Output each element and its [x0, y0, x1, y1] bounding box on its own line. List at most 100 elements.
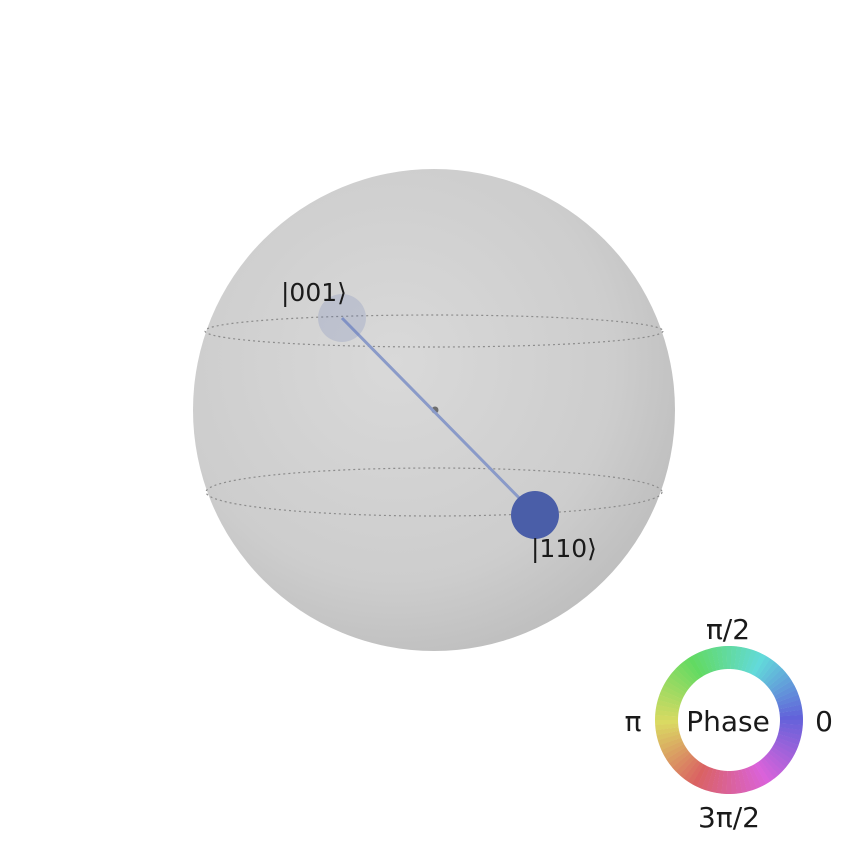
- phase-wheel-segment: [666, 747, 688, 764]
- phase-wheel-segment: [663, 680, 686, 697]
- phase-wheel-segment: [657, 694, 682, 707]
- phase-wheel-segment: [778, 704, 803, 713]
- phase-wheel-segment: [751, 653, 766, 676]
- phase-wheel-segment: [770, 676, 792, 693]
- phase-wheel-segment: [737, 769, 748, 793]
- phase-wheel-segment: [730, 646, 737, 670]
- phase-wheel-segment: [675, 665, 695, 685]
- phase-wheel-segment: [710, 647, 721, 671]
- phase-wheel-segment: [661, 740, 685, 755]
- phase-label-top: π/2: [706, 613, 750, 646]
- latitude-ring-lower: [205, 467, 663, 517]
- phase-wheel-segment: [655, 727, 680, 736]
- phase-wheel-segment: [772, 743, 795, 760]
- phase-wheel-segment: [705, 648, 717, 672]
- phase-wheel-segment: [659, 737, 683, 751]
- phase-wheel-segment: [748, 765, 762, 789]
- phase-wheel-segment: [679, 757, 698, 779]
- phase-wheel-segment: [757, 658, 775, 680]
- phase-wheel-segment: [779, 709, 803, 717]
- phase-wheel-segment: [655, 709, 679, 717]
- phase-title: Phase: [686, 705, 770, 738]
- phase-wheel-segment: [692, 764, 707, 787]
- phase-label-left: π: [625, 705, 642, 738]
- phase-wheel-segment: [696, 765, 711, 789]
- state-marker-110: [511, 491, 559, 539]
- phase-wheel-segment: [726, 646, 732, 670]
- phase-wheel-segment: [760, 757, 779, 779]
- phase-wheel-segment: [655, 723, 679, 731]
- phase-wheel-segment: [683, 760, 701, 782]
- phase-wheel-segment: [763, 755, 783, 775]
- state-label-110: |110⟩: [531, 534, 597, 563]
- phase-wheel-segment: [775, 737, 799, 751]
- phase-wheel-segment: [741, 648, 752, 672]
- state-marker-001: [318, 294, 366, 342]
- phase-wheel-segment: [701, 767, 714, 791]
- phase-wheel-segment: [778, 730, 802, 741]
- phase-wheel-segment: [773, 685, 797, 700]
- phase-wheel-segment: [659, 689, 683, 703]
- state-label-001: |001⟩: [281, 278, 347, 307]
- phase-wheel-segment: [656, 730, 681, 741]
- phase-wheel-segment: [696, 651, 710, 675]
- phase-wheel-segment: [737, 647, 747, 671]
- phase-wheel-segment: [663, 743, 686, 760]
- phase-wheel-segment: [675, 755, 696, 776]
- phase-wheel-segment: [669, 749, 691, 768]
- phase-wheel-segment: [741, 768, 753, 792]
- phase-wheel-segment: [779, 723, 803, 731]
- phase-wheel-segment: [721, 770, 728, 794]
- phase-wheel-segment: [744, 767, 757, 791]
- phase-wheel-segment: [654, 714, 679, 721]
- phase-wheel-segment: [744, 649, 757, 673]
- phase-wheel-segment: [657, 734, 682, 746]
- phase-wheel-segment: [666, 676, 688, 694]
- phase-wheel-segment: [711, 769, 721, 793]
- phase-wheel-segment: [765, 668, 786, 688]
- phase-wheel-segment: [726, 770, 732, 794]
- phase-wheel-segment: [776, 733, 801, 746]
- phase-wheel-segment: [721, 646, 728, 670]
- phase-wheel-segment: [772, 680, 795, 697]
- phase-wheel-segment: [767, 672, 789, 691]
- phase-wheel-segment: [760, 661, 779, 683]
- phase-wheel-segment: [768, 749, 790, 768]
- phase-wheel-segment: [672, 668, 693, 688]
- phase-wheel-segment: [679, 661, 698, 683]
- phase-wheel-segment: [668, 672, 690, 691]
- phase-wheel-segment: [672, 752, 693, 772]
- phase-wheel-segment: [730, 770, 737, 794]
- phase-wheel-segment: [770, 746, 792, 764]
- phase-wheel-segment: [754, 655, 771, 678]
- phase-wheel-segment: [779, 719, 804, 726]
- phase-wheel-segment: [777, 699, 802, 710]
- phase-wheel-segment: [691, 653, 707, 676]
- state-vector-line: [340, 316, 535, 514]
- phase-wheel-segment: [687, 655, 704, 678]
- phase-wheel-segment: [655, 704, 680, 714]
- phase-wheel-segment: [751, 764, 767, 787]
- phase-label-bottom: 3π/2: [698, 801, 760, 834]
- phase-wheel-segment: [762, 664, 783, 685]
- phase-wheel-segment: [656, 699, 680, 710]
- phase-wheel-segment: [774, 740, 797, 755]
- latitude-ring-upper: [204, 314, 664, 348]
- phase-wheel-segment: [734, 770, 743, 794]
- phase-wheel-segment: [778, 726, 803, 736]
- phase-wheel-segment: [754, 762, 771, 785]
- phase-wheel-segment: [701, 649, 714, 673]
- phase-wheel-segment: [706, 768, 717, 792]
- phase-wheel-segment: [765, 752, 786, 772]
- phase-wheel-segment: [757, 760, 775, 782]
- phase-wheel-segment: [661, 685, 684, 700]
- phase-wheel-segment: [683, 658, 701, 680]
- phase-color-wheel: [654, 646, 804, 794]
- phase-wheel-segment: [747, 651, 762, 675]
- phase-wheel-segment: [687, 762, 704, 785]
- phase-wheel-segment: [776, 694, 801, 706]
- phase-label-right: 0: [815, 705, 833, 738]
- phase-wheel-segment: [775, 689, 799, 703]
- phase-wheel-segment: [715, 646, 724, 670]
